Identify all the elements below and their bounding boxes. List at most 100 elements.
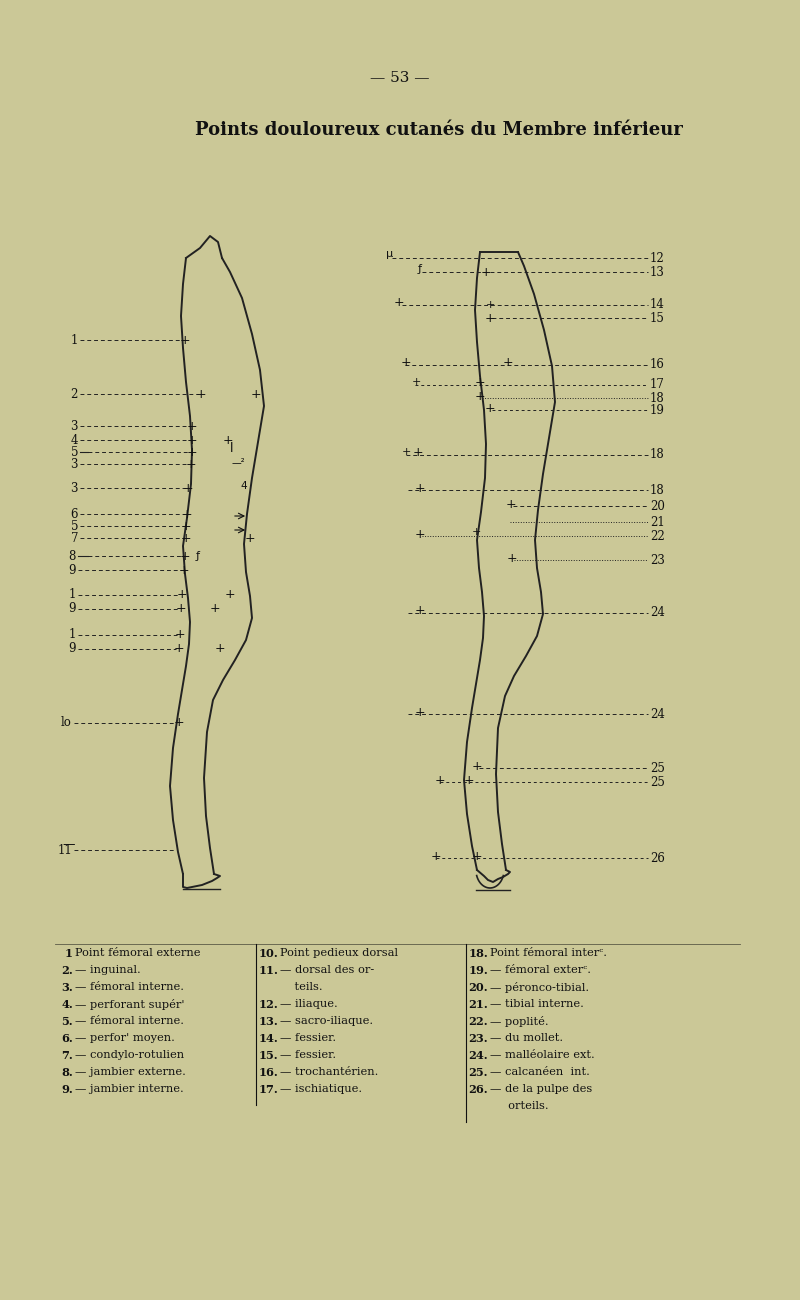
Text: +: +: [180, 550, 190, 563]
Text: +: +: [174, 642, 184, 655]
Text: 11.: 11.: [258, 965, 278, 976]
Text: +: +: [186, 420, 198, 433]
Text: 25.: 25.: [469, 1067, 488, 1078]
Text: — tibial interne.: — tibial interne.: [490, 998, 584, 1009]
Text: lo: lo: [61, 716, 72, 729]
Text: 24: 24: [650, 607, 665, 620]
Text: 17: 17: [650, 378, 665, 391]
Text: +: +: [186, 458, 196, 471]
Text: Points douloureux cutanés du Membre inférieur: Points douloureux cutanés du Membre infé…: [195, 121, 683, 139]
Text: — du mollet.: — du mollet.: [490, 1034, 563, 1043]
Text: — fessier.: — fessier.: [280, 1034, 336, 1043]
Text: — jambier externe.: — jambier externe.: [75, 1067, 186, 1076]
Text: 19: 19: [650, 403, 665, 416]
Text: 2: 2: [70, 387, 78, 400]
Text: 13.: 13.: [258, 1017, 278, 1027]
Text: +: +: [178, 563, 190, 576]
Text: 15: 15: [650, 312, 665, 325]
Text: +: +: [180, 334, 190, 347]
Text: —: —: [62, 838, 74, 852]
Text: +: +: [486, 300, 494, 309]
Text: — fémoral exterᶜ.: — fémoral exterᶜ.: [490, 965, 591, 975]
Text: 24: 24: [650, 707, 665, 720]
Text: +: +: [434, 774, 446, 786]
Text: 8.: 8.: [62, 1067, 73, 1078]
Text: — jambier interne.: — jambier interne.: [75, 1084, 184, 1095]
Text: — perforant supér': — perforant supér': [75, 998, 185, 1010]
Text: — péronco-tibial.: — péronco-tibial.: [490, 982, 589, 993]
Text: +: +: [414, 604, 426, 617]
Text: Point fémoral interᶜ.: Point fémoral interᶜ.: [490, 948, 607, 958]
Text: +: +: [245, 533, 255, 546]
Text: 14.: 14.: [258, 1034, 278, 1044]
Text: 7.: 7.: [62, 1050, 73, 1061]
Text: 21.: 21.: [468, 998, 488, 1010]
Text: 23.: 23.: [468, 1034, 488, 1044]
Text: 16.: 16.: [258, 1067, 278, 1078]
Text: 14: 14: [650, 299, 665, 312]
Text: +: +: [474, 390, 486, 403]
Text: ƒ: ƒ: [418, 264, 422, 274]
Text: — malléolaire ext.: — malléolaire ext.: [490, 1050, 594, 1060]
Text: 1: 1: [69, 589, 76, 602]
Text: — fessier.: — fessier.: [280, 1050, 336, 1060]
Text: 9: 9: [69, 563, 76, 576]
Text: +: +: [181, 520, 191, 533]
Text: — ischiatique.: — ischiatique.: [280, 1084, 362, 1095]
Text: — dorsal des or-: — dorsal des or-: [280, 965, 374, 975]
Text: 1: 1: [69, 628, 76, 641]
Text: +: +: [414, 528, 426, 541]
Text: 4.: 4.: [62, 998, 73, 1010]
Text: 26: 26: [650, 852, 665, 864]
Text: —²: —²: [232, 458, 246, 467]
Text: 16: 16: [650, 359, 665, 372]
Text: +: +: [464, 774, 474, 786]
Text: 22: 22: [650, 529, 665, 542]
Text: — 53 —: — 53 —: [370, 72, 430, 84]
Text: 3: 3: [70, 420, 78, 433]
Text: 18: 18: [650, 484, 665, 497]
Text: +: +: [414, 481, 426, 494]
Text: 5: 5: [70, 446, 78, 459]
Text: +: +: [472, 759, 482, 772]
Text: +: +: [174, 716, 184, 729]
Text: +: +: [506, 551, 518, 564]
Text: 1: 1: [70, 334, 78, 347]
Text: 3: 3: [70, 458, 78, 471]
Text: 18: 18: [650, 391, 665, 404]
Text: +: +: [414, 706, 426, 719]
Text: 22.: 22.: [468, 1017, 488, 1027]
Text: 18: 18: [650, 448, 665, 461]
Text: — fémoral interne.: — fémoral interne.: [75, 1017, 184, 1026]
Text: +: +: [401, 355, 411, 368]
Text: 13: 13: [650, 265, 665, 278]
Text: 26.: 26.: [468, 1084, 488, 1095]
Text: +: +: [222, 433, 234, 446]
Text: 19.: 19.: [468, 965, 488, 976]
Text: +: +: [181, 532, 191, 545]
Text: 12: 12: [650, 251, 665, 264]
Text: +: +: [186, 433, 198, 446]
Text: +: +: [176, 602, 186, 615]
Text: orteils.: orteils.: [490, 1101, 549, 1112]
Text: 10.: 10.: [258, 948, 278, 959]
Text: +: +: [214, 642, 226, 655]
Text: 23: 23: [650, 554, 665, 567]
Text: 5.: 5.: [62, 1017, 73, 1027]
Text: 25: 25: [650, 762, 665, 775]
Text: +: +: [411, 377, 421, 387]
Text: 12.: 12.: [258, 998, 278, 1010]
Text: +: +: [225, 589, 235, 602]
Text: +: +: [182, 481, 194, 494]
Text: +: +: [471, 526, 481, 537]
Text: +: +: [413, 446, 423, 459]
Text: 18.: 18.: [468, 948, 488, 959]
Text: +: +: [250, 387, 262, 400]
Text: +: +: [472, 849, 482, 862]
Text: 20: 20: [650, 499, 665, 512]
Text: — iliaque.: — iliaque.: [280, 998, 338, 1009]
Text: 2.: 2.: [62, 965, 73, 976]
Text: +: +: [394, 295, 404, 308]
Text: 3.: 3.: [62, 982, 73, 993]
Text: — de la pulpe des: — de la pulpe des: [490, 1084, 592, 1095]
